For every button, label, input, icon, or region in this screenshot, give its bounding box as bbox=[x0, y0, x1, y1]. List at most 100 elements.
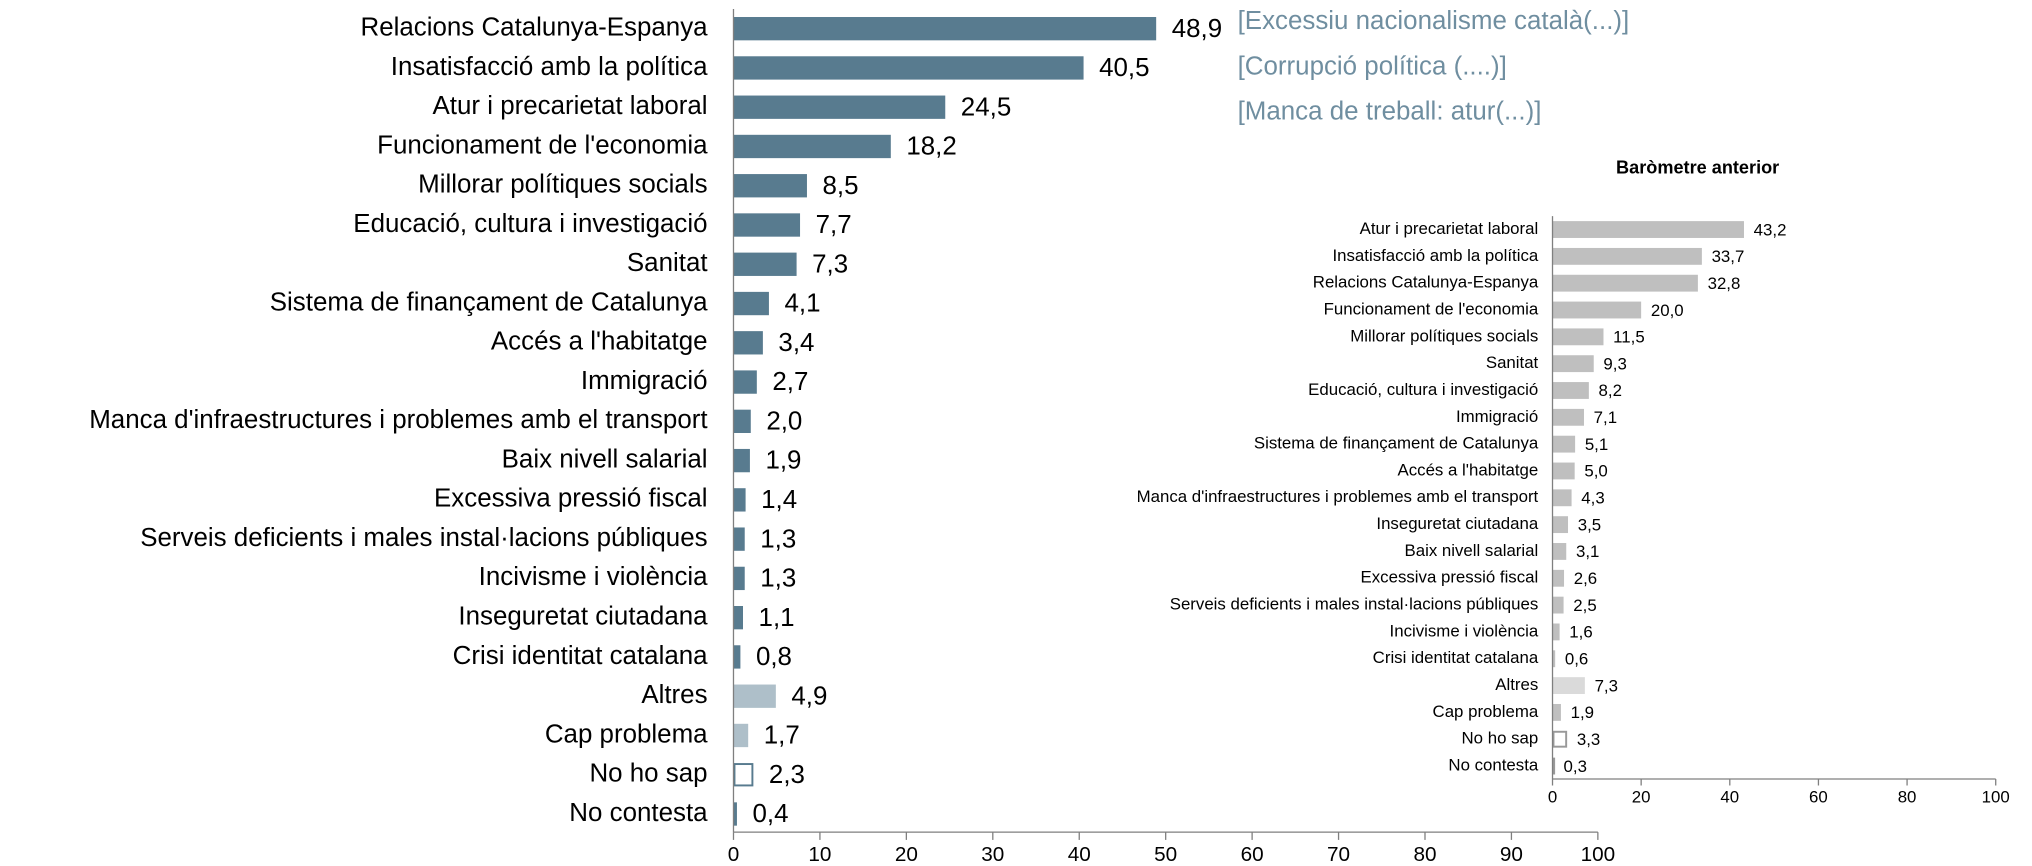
value-label: 4,3 bbox=[1581, 489, 1604, 508]
bar bbox=[1552, 274, 1698, 292]
category-label: Accés a l'habitatge bbox=[491, 328, 708, 356]
bar bbox=[1552, 569, 1565, 587]
value-label: 8,5 bbox=[823, 172, 859, 200]
bar bbox=[733, 409, 751, 433]
category-label: No contesta bbox=[1448, 756, 1538, 775]
value-label: 1,6 bbox=[1569, 623, 1592, 642]
value-label: 11,5 bbox=[1613, 328, 1645, 347]
category-label: Excessiva pressió fiscal bbox=[1361, 568, 1539, 587]
category-label: Altres bbox=[641, 681, 707, 709]
bar bbox=[1552, 382, 1589, 399]
value-label: 18,2 bbox=[906, 133, 956, 161]
bar bbox=[733, 56, 1084, 80]
bar bbox=[1552, 543, 1567, 560]
chart-title: Baròmetre anterior bbox=[1616, 157, 1779, 177]
x-tick-label: 60 bbox=[1241, 843, 1264, 866]
bar bbox=[1552, 301, 1642, 319]
bar bbox=[1552, 435, 1576, 453]
category-label: Inseguretat ciutadana bbox=[458, 603, 708, 631]
x-tick-label: 60 bbox=[1809, 788, 1828, 807]
category-label: Crisi identitat catalana bbox=[1373, 648, 1539, 667]
bar bbox=[733, 802, 737, 826]
value-label: 3,4 bbox=[778, 329, 814, 357]
x-tick-label: 30 bbox=[981, 843, 1004, 866]
value-label: 4,9 bbox=[791, 682, 827, 710]
x-tick-label: 0 bbox=[728, 843, 740, 866]
bar bbox=[1552, 462, 1575, 480]
bar bbox=[1552, 221, 1744, 238]
x-tick-label: 40 bbox=[1068, 843, 1091, 866]
x-tick-label: 100 bbox=[1581, 843, 1616, 866]
category-label: Relacions Catalunya-Espanya bbox=[1313, 273, 1539, 292]
category-label: Baix nivell salarial bbox=[502, 445, 708, 473]
value-label: 1,9 bbox=[1571, 703, 1594, 722]
bar bbox=[733, 134, 891, 159]
x-tick-label: 80 bbox=[1413, 843, 1436, 866]
value-label: 2,5 bbox=[1573, 596, 1596, 615]
value-label: 8,2 bbox=[1599, 381, 1622, 400]
bar bbox=[1552, 677, 1585, 694]
value-label: 4,1 bbox=[784, 290, 820, 318]
bar bbox=[1552, 408, 1584, 426]
category-label: No ho sap bbox=[1462, 729, 1539, 748]
value-label: 7,3 bbox=[812, 250, 848, 278]
bar bbox=[733, 448, 750, 473]
value-label: 33,7 bbox=[1712, 247, 1745, 266]
bar bbox=[733, 684, 776, 708]
category-label: Millorar polítiques socials bbox=[1350, 326, 1538, 345]
bar bbox=[733, 291, 769, 316]
category-label: Excessiva pressió fiscal bbox=[434, 485, 708, 513]
x-tick-label: 40 bbox=[1720, 788, 1739, 807]
bar bbox=[1552, 730, 1568, 748]
category-label: Educació, cultura i investigació bbox=[1308, 380, 1538, 399]
bar bbox=[733, 723, 749, 748]
category-label: Funcionament de l'economia bbox=[1324, 299, 1539, 318]
value-label: 1,1 bbox=[759, 604, 795, 632]
value-label: 1,9 bbox=[765, 447, 801, 475]
bar bbox=[733, 527, 745, 551]
category-label: Sanitat bbox=[627, 249, 708, 277]
value-label: 2,6 bbox=[1574, 569, 1597, 588]
value-label: 48,9 bbox=[1172, 15, 1222, 43]
value-label: 40,5 bbox=[1099, 54, 1149, 82]
category-label: Serveis deficients i males instal·lacion… bbox=[140, 524, 707, 552]
value-label: 43,2 bbox=[1754, 220, 1787, 239]
category-label: Educació, cultura i investigació bbox=[353, 210, 707, 238]
x-tick-label: 70 bbox=[1327, 843, 1350, 866]
value-label: 0,3 bbox=[1564, 757, 1587, 776]
value-label: 1,3 bbox=[760, 525, 796, 553]
category-label: Baix nivell salarial bbox=[1405, 541, 1539, 560]
category-label: Atur i precarietat laboral bbox=[1360, 219, 1539, 238]
category-label: Accés a l'habitatge bbox=[1398, 460, 1539, 479]
category-label: Incivisme i violència bbox=[479, 563, 709, 591]
x-tick-label: 80 bbox=[1898, 788, 1917, 807]
value-label: 2,0 bbox=[766, 407, 802, 435]
category-label: Immigració bbox=[581, 367, 708, 395]
value-label: 5,0 bbox=[1584, 462, 1607, 481]
value-label: 7,7 bbox=[816, 211, 852, 239]
category-label: Altres bbox=[1495, 675, 1538, 694]
category-label: Sistema de finançament de Catalunya bbox=[270, 288, 708, 316]
value-label: 0,8 bbox=[756, 643, 792, 671]
value-label: 1,7 bbox=[764, 722, 800, 750]
category-label: Insatisfacció amb la política bbox=[391, 53, 708, 81]
category-label: No ho sap bbox=[589, 760, 707, 788]
category-label: Cap problema bbox=[1433, 702, 1539, 721]
bar bbox=[1552, 703, 1561, 721]
value-label: 7,3 bbox=[1595, 676, 1618, 695]
annotation: [Corrupció política (....)] bbox=[1238, 52, 1507, 80]
bar bbox=[733, 95, 946, 119]
category-label: Atur i precarietat laboral bbox=[433, 92, 708, 120]
category-label: Immigració bbox=[1456, 407, 1538, 426]
bar bbox=[1552, 650, 1556, 668]
x-tick-label: 20 bbox=[1632, 788, 1651, 807]
value-label: 3,5 bbox=[1578, 515, 1601, 534]
value-label: 32,8 bbox=[1708, 274, 1741, 293]
value-label: 3,3 bbox=[1577, 730, 1600, 749]
x-tick-label: 10 bbox=[808, 843, 831, 866]
bar bbox=[1552, 757, 1556, 775]
category-label: Crisi identitat catalana bbox=[453, 642, 708, 670]
annotation: [Excessiu nacionalisme català(...)] bbox=[1238, 7, 1630, 35]
value-label: 3,1 bbox=[1576, 542, 1599, 561]
category-label: Manca d'infraestructures i problemes amb… bbox=[1137, 487, 1539, 506]
